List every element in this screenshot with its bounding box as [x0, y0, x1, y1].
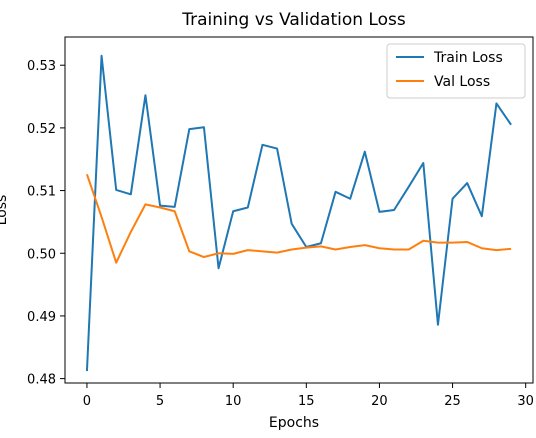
x-tick-label: 5: [156, 394, 164, 409]
y-tick-label: 0.52: [27, 122, 56, 137]
y-tick-label: 0.48: [27, 373, 56, 388]
x-tick-label: 15: [298, 394, 315, 409]
series-layer: [85, 54, 512, 372]
legend: Train Loss Val Loss: [386, 43, 526, 99]
legend-label-val-loss: Val Loss: [434, 74, 490, 90]
series-line-train-loss: [85, 54, 512, 372]
x-tick-label: 30: [517, 394, 534, 409]
x-tick-label: 0: [83, 394, 91, 409]
y-tick-label: 0.51: [27, 185, 56, 200]
chart-title: Training vs Validation Loss: [181, 10, 406, 30]
series-line-val-loss: [85, 173, 512, 264]
y-axis-title: Loss: [0, 195, 10, 226]
x-tick-label: 25: [444, 394, 461, 409]
y-tick-label: 0.49: [27, 310, 56, 325]
y-tick-label: 0.50: [27, 247, 56, 262]
x-tick-label: 20: [371, 394, 388, 409]
x-tick-label: 10: [225, 394, 242, 409]
y-tick-label: 0.53: [27, 59, 56, 74]
y-axis: 0.48 0.49 0.50 0.51 0.52 0.53: [27, 59, 65, 388]
legend-label-train-loss: Train Loss: [433, 50, 503, 66]
x-axis: 0 5 10 15 20 25 30: [83, 383, 534, 409]
x-axis-title: Epochs: [269, 415, 319, 431]
